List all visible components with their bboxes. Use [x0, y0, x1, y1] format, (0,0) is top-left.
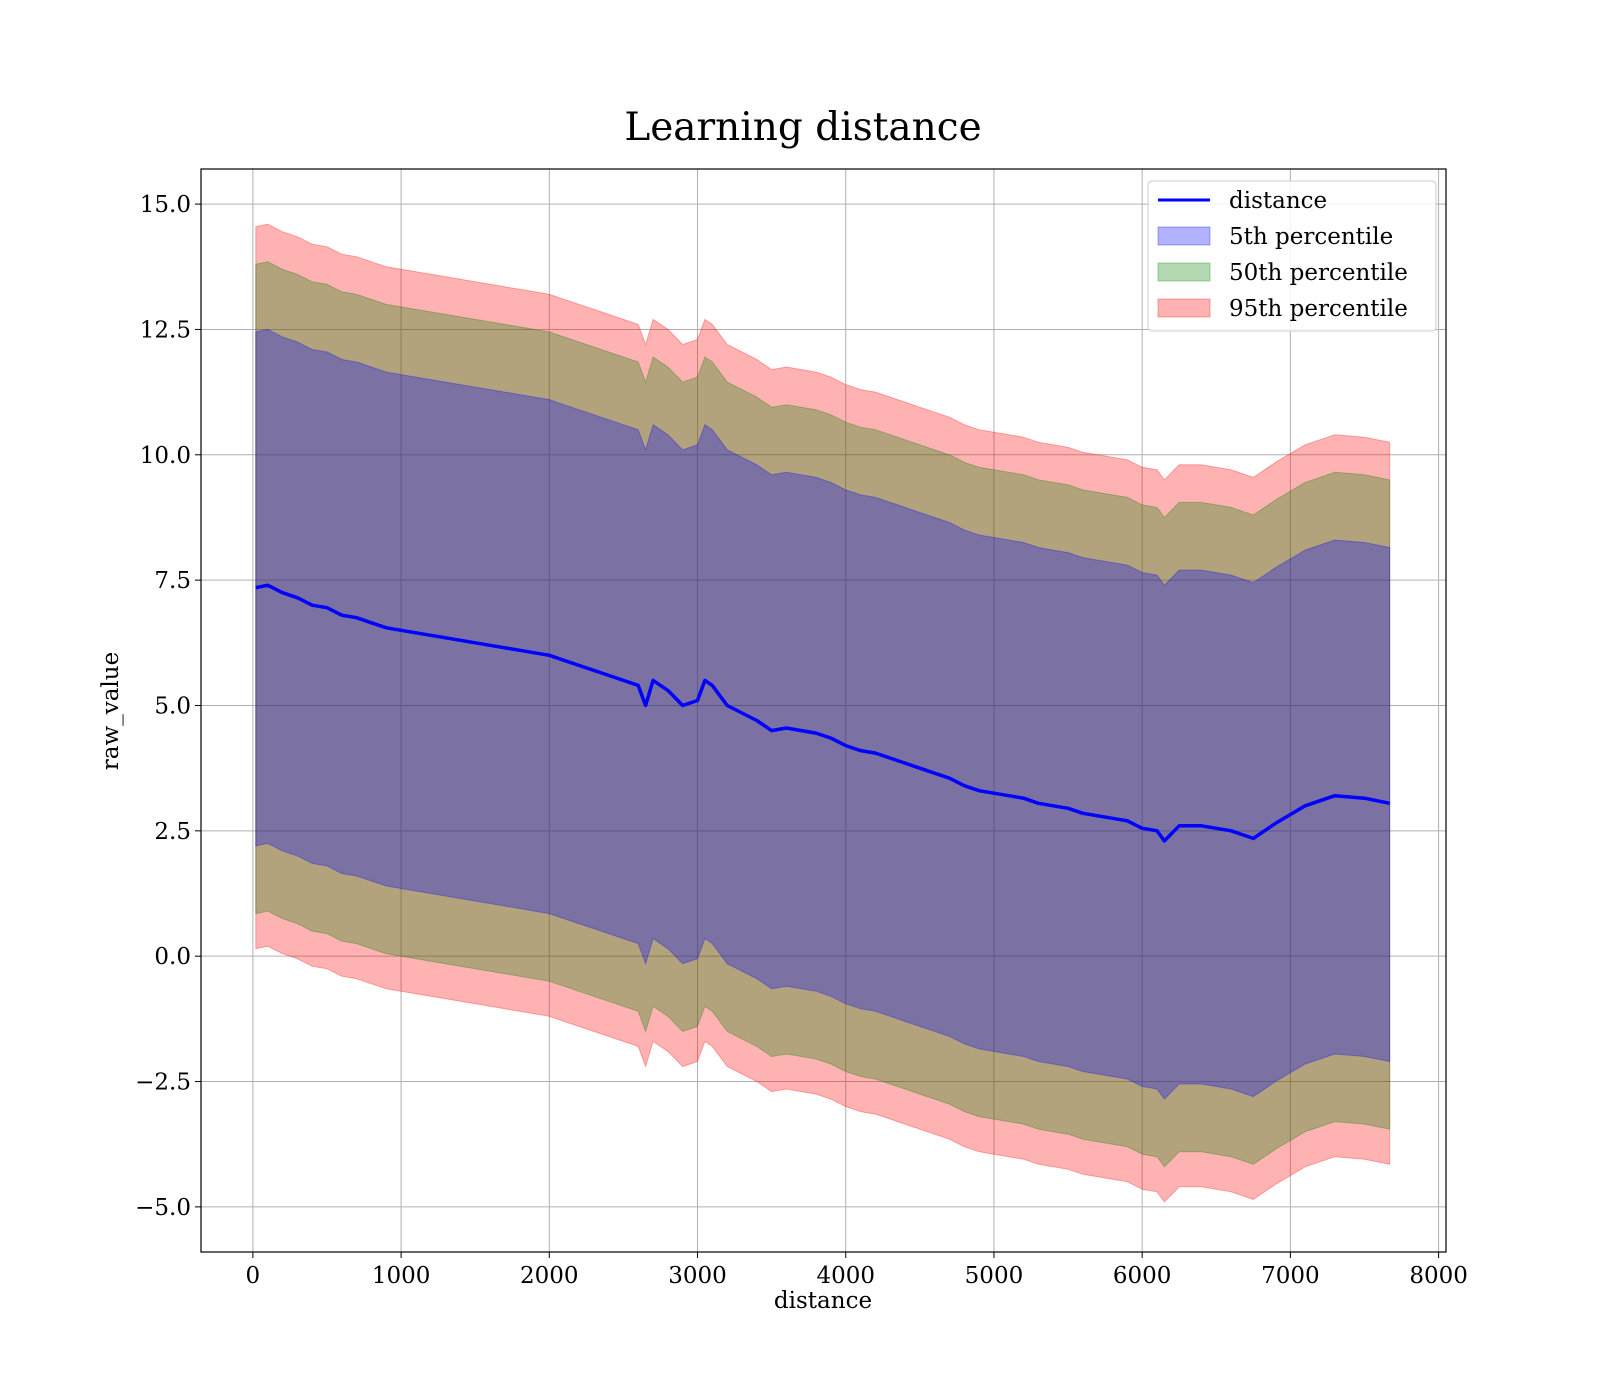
legend: distance 5th percentile 50th percentile … [1147, 180, 1437, 332]
legend-label-distance: distance [1229, 188, 1327, 214]
distance-line [255, 583, 1391, 843]
plot-frame [200, 168, 1447, 1253]
band-95th-percentile [255, 223, 1391, 1203]
percentile-bands [255, 223, 1391, 1203]
y-tick-label: 7.5 [154, 568, 191, 594]
band-50th-percentile [255, 261, 1391, 1168]
x-axis-label: distance [774, 1288, 872, 1314]
y-axis-label: raw_value [98, 652, 124, 770]
y-tick-label: 12.5 [140, 317, 191, 343]
legend-swatch-5th [1157, 226, 1211, 246]
y-tick-label: 10.0 [140, 443, 191, 469]
x-tick-label: 7000 [1261, 1263, 1320, 1289]
x-tick-label: 2000 [520, 1263, 579, 1289]
x-axis-ticks: 0 1000 2000 3000 4000 5000 6000 7000 8000 [246, 1252, 1468, 1289]
grid-lines [201, 169, 1446, 1252]
y-tick-label: −2.5 [135, 1070, 191, 1096]
y-axis-ticks: −5.0 −2.5 0.0 2.5 5.0 7.5 10.0 12.5 15.0 [135, 192, 201, 1221]
x-tick-label: 8000 [1409, 1263, 1468, 1289]
legend-swatch-50th [1157, 262, 1211, 282]
x-tick-label: 0 [246, 1263, 261, 1289]
y-tick-label: 2.5 [154, 819, 191, 845]
band-5th-percentile [255, 328, 1391, 1100]
y-tick-label: 0.0 [154, 944, 191, 970]
distance-line-layer [255, 583, 1391, 843]
legend-swatch-95th [1157, 298, 1211, 318]
x-tick-label: 5000 [965, 1263, 1024, 1289]
y-tick-label: 5.0 [154, 693, 191, 719]
legend-label-5th: 5th percentile [1229, 224, 1393, 250]
x-tick-label: 4000 [816, 1263, 875, 1289]
legend-label-50th: 50th percentile [1229, 260, 1408, 286]
x-tick-label: 3000 [668, 1263, 727, 1289]
legend-box [1147, 180, 1437, 332]
chart-title: Learning distance [624, 105, 981, 150]
legend-label-95th: 95th percentile [1229, 296, 1408, 322]
y-tick-label: 15.0 [140, 192, 191, 218]
x-tick-label: 6000 [1113, 1263, 1172, 1289]
y-tick-label: −5.0 [135, 1195, 191, 1221]
x-tick-label: 1000 [372, 1263, 431, 1289]
